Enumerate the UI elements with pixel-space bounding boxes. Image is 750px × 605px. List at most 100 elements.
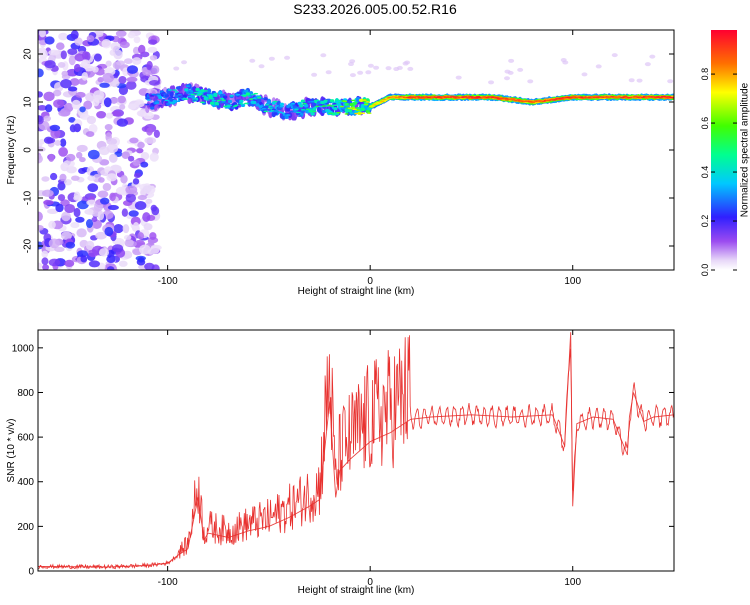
heatmap-cell	[202, 95, 206, 97]
heatmap-cell	[158, 105, 162, 107]
heatmap-cell	[325, 109, 329, 112]
heatmap-cell	[280, 106, 284, 108]
y-tick-label: 400	[17, 477, 34, 488]
heatmap-cell	[46, 138, 55, 144]
heatmap-cell	[87, 116, 96, 124]
heatmap-cell	[310, 112, 314, 115]
heatmap-cell	[273, 101, 277, 103]
heatmap-cell	[335, 99, 339, 101]
y-tick-label: 1000	[12, 343, 35, 354]
heatmap-cell	[304, 104, 308, 107]
heatmap-cell	[136, 148, 143, 153]
heatmap-cell	[56, 42, 65, 50]
heatmap-cell	[127, 65, 138, 74]
heatmap-cell	[35, 116, 43, 125]
heatmap-cell	[134, 101, 145, 108]
heatmap-cell	[581, 72, 587, 76]
heatmap-cell	[128, 156, 134, 162]
heatmap-cell	[79, 157, 86, 162]
heatmap-cell	[508, 71, 514, 75]
heatmap-cell	[44, 60, 55, 68]
heatmap-cell	[77, 145, 88, 152]
heatmap-cell	[129, 137, 138, 143]
heatmap-cell	[74, 208, 81, 217]
heatmap-cell	[49, 239, 60, 249]
heatmap-cell	[43, 200, 54, 205]
heatmap-cell	[71, 176, 80, 181]
heatmap-cell	[356, 109, 360, 111]
heatmap-cell	[135, 201, 147, 210]
heatmap-cell	[187, 96, 191, 98]
heatmap-cell	[326, 70, 332, 74]
heatmap-cell	[106, 173, 117, 181]
heatmap-cell	[191, 94, 195, 96]
heatmap-cell	[353, 102, 357, 105]
heatmap-cell	[173, 89, 177, 91]
heatmap-cell	[126, 77, 137, 82]
heatmap-cell	[349, 59, 355, 63]
heatmap-cell	[456, 76, 462, 80]
heatmap-cell	[145, 199, 152, 204]
heatmap-cell	[212, 100, 216, 102]
figure-title: S233.2026.005.00.52.R16	[0, 1, 750, 17]
heatmap-cell	[273, 112, 277, 115]
heatmap-cell	[173, 67, 179, 71]
heatmap-cell	[50, 173, 57, 180]
heatmap-cell	[150, 106, 154, 109]
heatmap-cell	[169, 102, 173, 104]
heatmap-cell	[252, 101, 256, 104]
spectrogram-heatmap	[33, 27, 676, 274]
x-axis-label: Height of straight line (km)	[298, 286, 415, 297]
y-tick-label: -10	[23, 190, 34, 205]
heatmap-cell	[176, 86, 180, 89]
heatmap-cell	[34, 147, 45, 152]
heatmap-cell	[215, 104, 219, 106]
heatmap-cell	[221, 99, 225, 101]
y-axis-label: SNR (10 * v/v)	[6, 419, 17, 483]
heatmap-cell	[143, 185, 152, 193]
heatmap-cell	[340, 106, 344, 108]
heatmap-cell	[64, 179, 72, 185]
heatmap-cell	[106, 113, 113, 119]
heatmap-cell	[364, 104, 368, 106]
heatmap-cell	[210, 98, 214, 100]
heatmap-cell	[234, 104, 238, 106]
heatmap-cell	[73, 124, 81, 133]
heatmap-cell	[199, 93, 203, 95]
heatmap-cell	[407, 67, 413, 71]
snr-series-line	[38, 335, 674, 569]
heatmap-cell	[66, 154, 75, 162]
heatmap-cell	[106, 60, 112, 66]
heatmap-cell	[142, 212, 150, 222]
heatmap-cell	[255, 95, 259, 97]
heatmap-cell	[310, 101, 314, 103]
heatmap-cell	[124, 239, 134, 246]
heatmap-cell	[75, 92, 85, 98]
heatmap-cell	[285, 116, 289, 119]
heatmap-cell	[109, 193, 116, 202]
heatmap-cell	[178, 94, 182, 96]
heatmap-cell	[226, 107, 230, 109]
heatmap-cell	[204, 90, 208, 92]
heatmap-cell	[58, 33, 68, 41]
heatmap-cell	[165, 100, 169, 102]
heatmap-cell	[386, 66, 392, 70]
heatmap-cell	[350, 73, 356, 77]
heatmap-cell	[244, 89, 248, 92]
heatmap-cell	[89, 260, 100, 267]
heatmap-cell	[343, 101, 347, 103]
heatmap-cell	[97, 190, 108, 197]
heatmap-cell	[276, 108, 280, 110]
heatmap-cell	[375, 103, 379, 104]
heatmap-cell	[104, 227, 113, 236]
heatmap-cell	[102, 73, 114, 83]
heatmap-cell	[228, 100, 232, 103]
heatmap-cell	[348, 108, 352, 110]
heatmap-cell	[147, 47, 157, 53]
heatmap-cell	[236, 94, 240, 96]
heatmap-cell	[184, 88, 188, 91]
snr-plot-area	[38, 332, 674, 569]
bottom-plot-frame	[38, 330, 674, 571]
heatmap-cell	[94, 54, 102, 62]
heatmap-cell	[93, 90, 104, 100]
